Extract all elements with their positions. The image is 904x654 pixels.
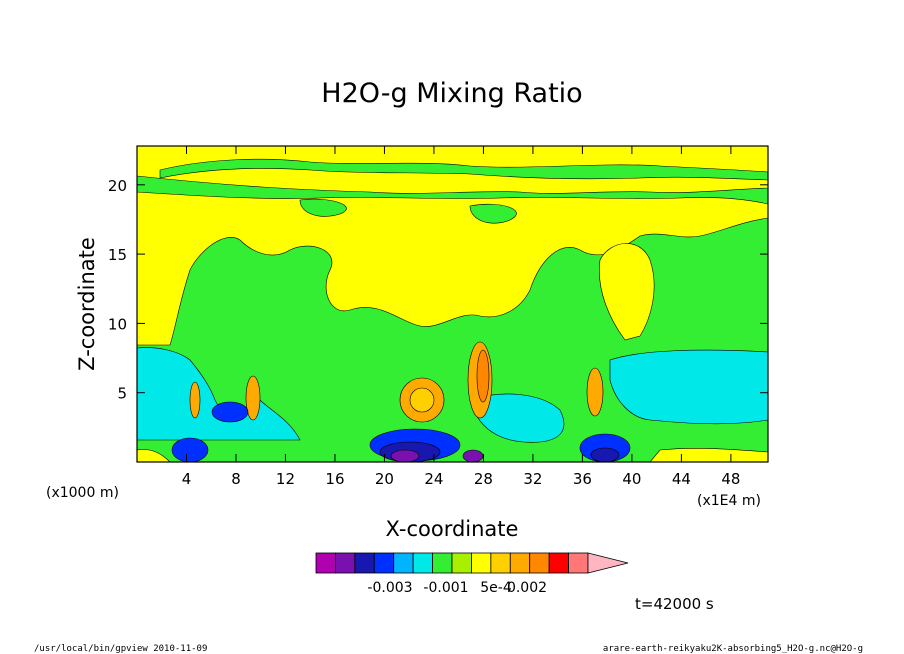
colorbar-swatch bbox=[529, 552, 550, 574]
footer-left: /usr/local/bin/gpview 2010-11-09 bbox=[34, 644, 207, 654]
plot-frame bbox=[136, 145, 769, 463]
colorbar-labels: -0.003 -0.001 5e-40.002 bbox=[367, 580, 547, 596]
colorbar-swatch bbox=[354, 552, 375, 574]
colorbar bbox=[315, 552, 629, 574]
x-axis-title: X-coordinate bbox=[386, 517, 519, 541]
colorbar-label: -0.003 bbox=[367, 580, 412, 596]
field-green-patch-1 bbox=[299, 198, 347, 217]
y-tick-label: 15 bbox=[108, 246, 127, 264]
field-cyan-mid bbox=[469, 393, 565, 443]
field-light-orange-bubble bbox=[409, 387, 435, 413]
field-blue-patch-1 bbox=[211, 401, 249, 423]
x-tick-label: 16 bbox=[325, 470, 344, 488]
field-orange-bubble-3 bbox=[586, 367, 604, 417]
colorbar-swatch bbox=[548, 552, 569, 574]
y-axis: 5 10 15 20 bbox=[108, 177, 768, 403]
field-orange-bubble-4 bbox=[245, 375, 261, 421]
colorbar-swatch bbox=[335, 552, 356, 574]
field-navy-patch-2 bbox=[590, 447, 620, 462]
footer-right: arare-earth-reikyaku2K-absorbing5_H2O-g.… bbox=[603, 644, 863, 654]
colorbar-swatch bbox=[432, 552, 453, 574]
y-axis-title: Z-coordinate bbox=[75, 237, 99, 371]
x-tick-label: 20 bbox=[375, 470, 394, 488]
chart-title: H2O-g Mixing Ratio bbox=[321, 78, 582, 109]
field-purple-patch-1 bbox=[390, 449, 420, 462]
field-cyan-lower bbox=[137, 347, 301, 441]
field-yellow-plume-right bbox=[599, 243, 655, 341]
x-tick-label: 8 bbox=[231, 470, 241, 488]
field-green-patch-2 bbox=[469, 203, 517, 224]
colorbar-label: 0.002 bbox=[507, 580, 547, 596]
field-yellow-bottom bbox=[137, 448, 768, 462]
colorbar-swatch bbox=[315, 552, 336, 574]
x-tick-label: 48 bbox=[721, 470, 740, 488]
x-tick-label: 28 bbox=[474, 470, 493, 488]
x-tick-label: 36 bbox=[573, 470, 592, 488]
field-blue-patch-4 bbox=[171, 437, 209, 462]
x-unit-right: (x1E4 m) bbox=[697, 493, 761, 509]
y-tick-label: 5 bbox=[117, 385, 127, 403]
colorbar-swatch bbox=[373, 552, 395, 574]
colorbar-swatch bbox=[393, 552, 414, 574]
colorbar-label: 5e-4 bbox=[480, 580, 512, 596]
colorbar-swatch bbox=[471, 552, 492, 574]
colorbar-swatch bbox=[568, 552, 589, 574]
x-tick-label: 4 bbox=[182, 470, 192, 488]
time-label: t=42000 s bbox=[635, 595, 714, 613]
colorbar-swatch bbox=[451, 552, 472, 574]
colorbar-label: -0.001 bbox=[423, 580, 468, 596]
field-cyan-right bbox=[609, 349, 768, 425]
x-tick-label: 12 bbox=[276, 470, 295, 488]
x-tick-label: 40 bbox=[622, 470, 641, 488]
x-tick-label: 44 bbox=[672, 470, 691, 488]
y-tick-label: 10 bbox=[108, 315, 127, 333]
x-axis: 4 8 12 16 20 24 28 32 36 40 44 48 bbox=[182, 146, 740, 488]
field-yellow-main bbox=[137, 191, 768, 346]
x-tick-label: 24 bbox=[424, 470, 443, 488]
plot-area bbox=[137, 146, 768, 462]
colorbar-swatch bbox=[412, 552, 433, 574]
field-purple-patch-2 bbox=[462, 449, 484, 462]
x-tick-label: 32 bbox=[523, 470, 542, 488]
colorbar-arrow bbox=[587, 552, 629, 574]
field-dark-orange-bubble bbox=[476, 349, 490, 403]
field-orange-bubble-5 bbox=[189, 381, 201, 419]
colorbar-swatch bbox=[490, 552, 511, 574]
colorbar-swatch bbox=[509, 552, 531, 574]
x-unit-left: (x1000 m) bbox=[46, 485, 119, 501]
y-tick-label: 20 bbox=[108, 177, 127, 195]
